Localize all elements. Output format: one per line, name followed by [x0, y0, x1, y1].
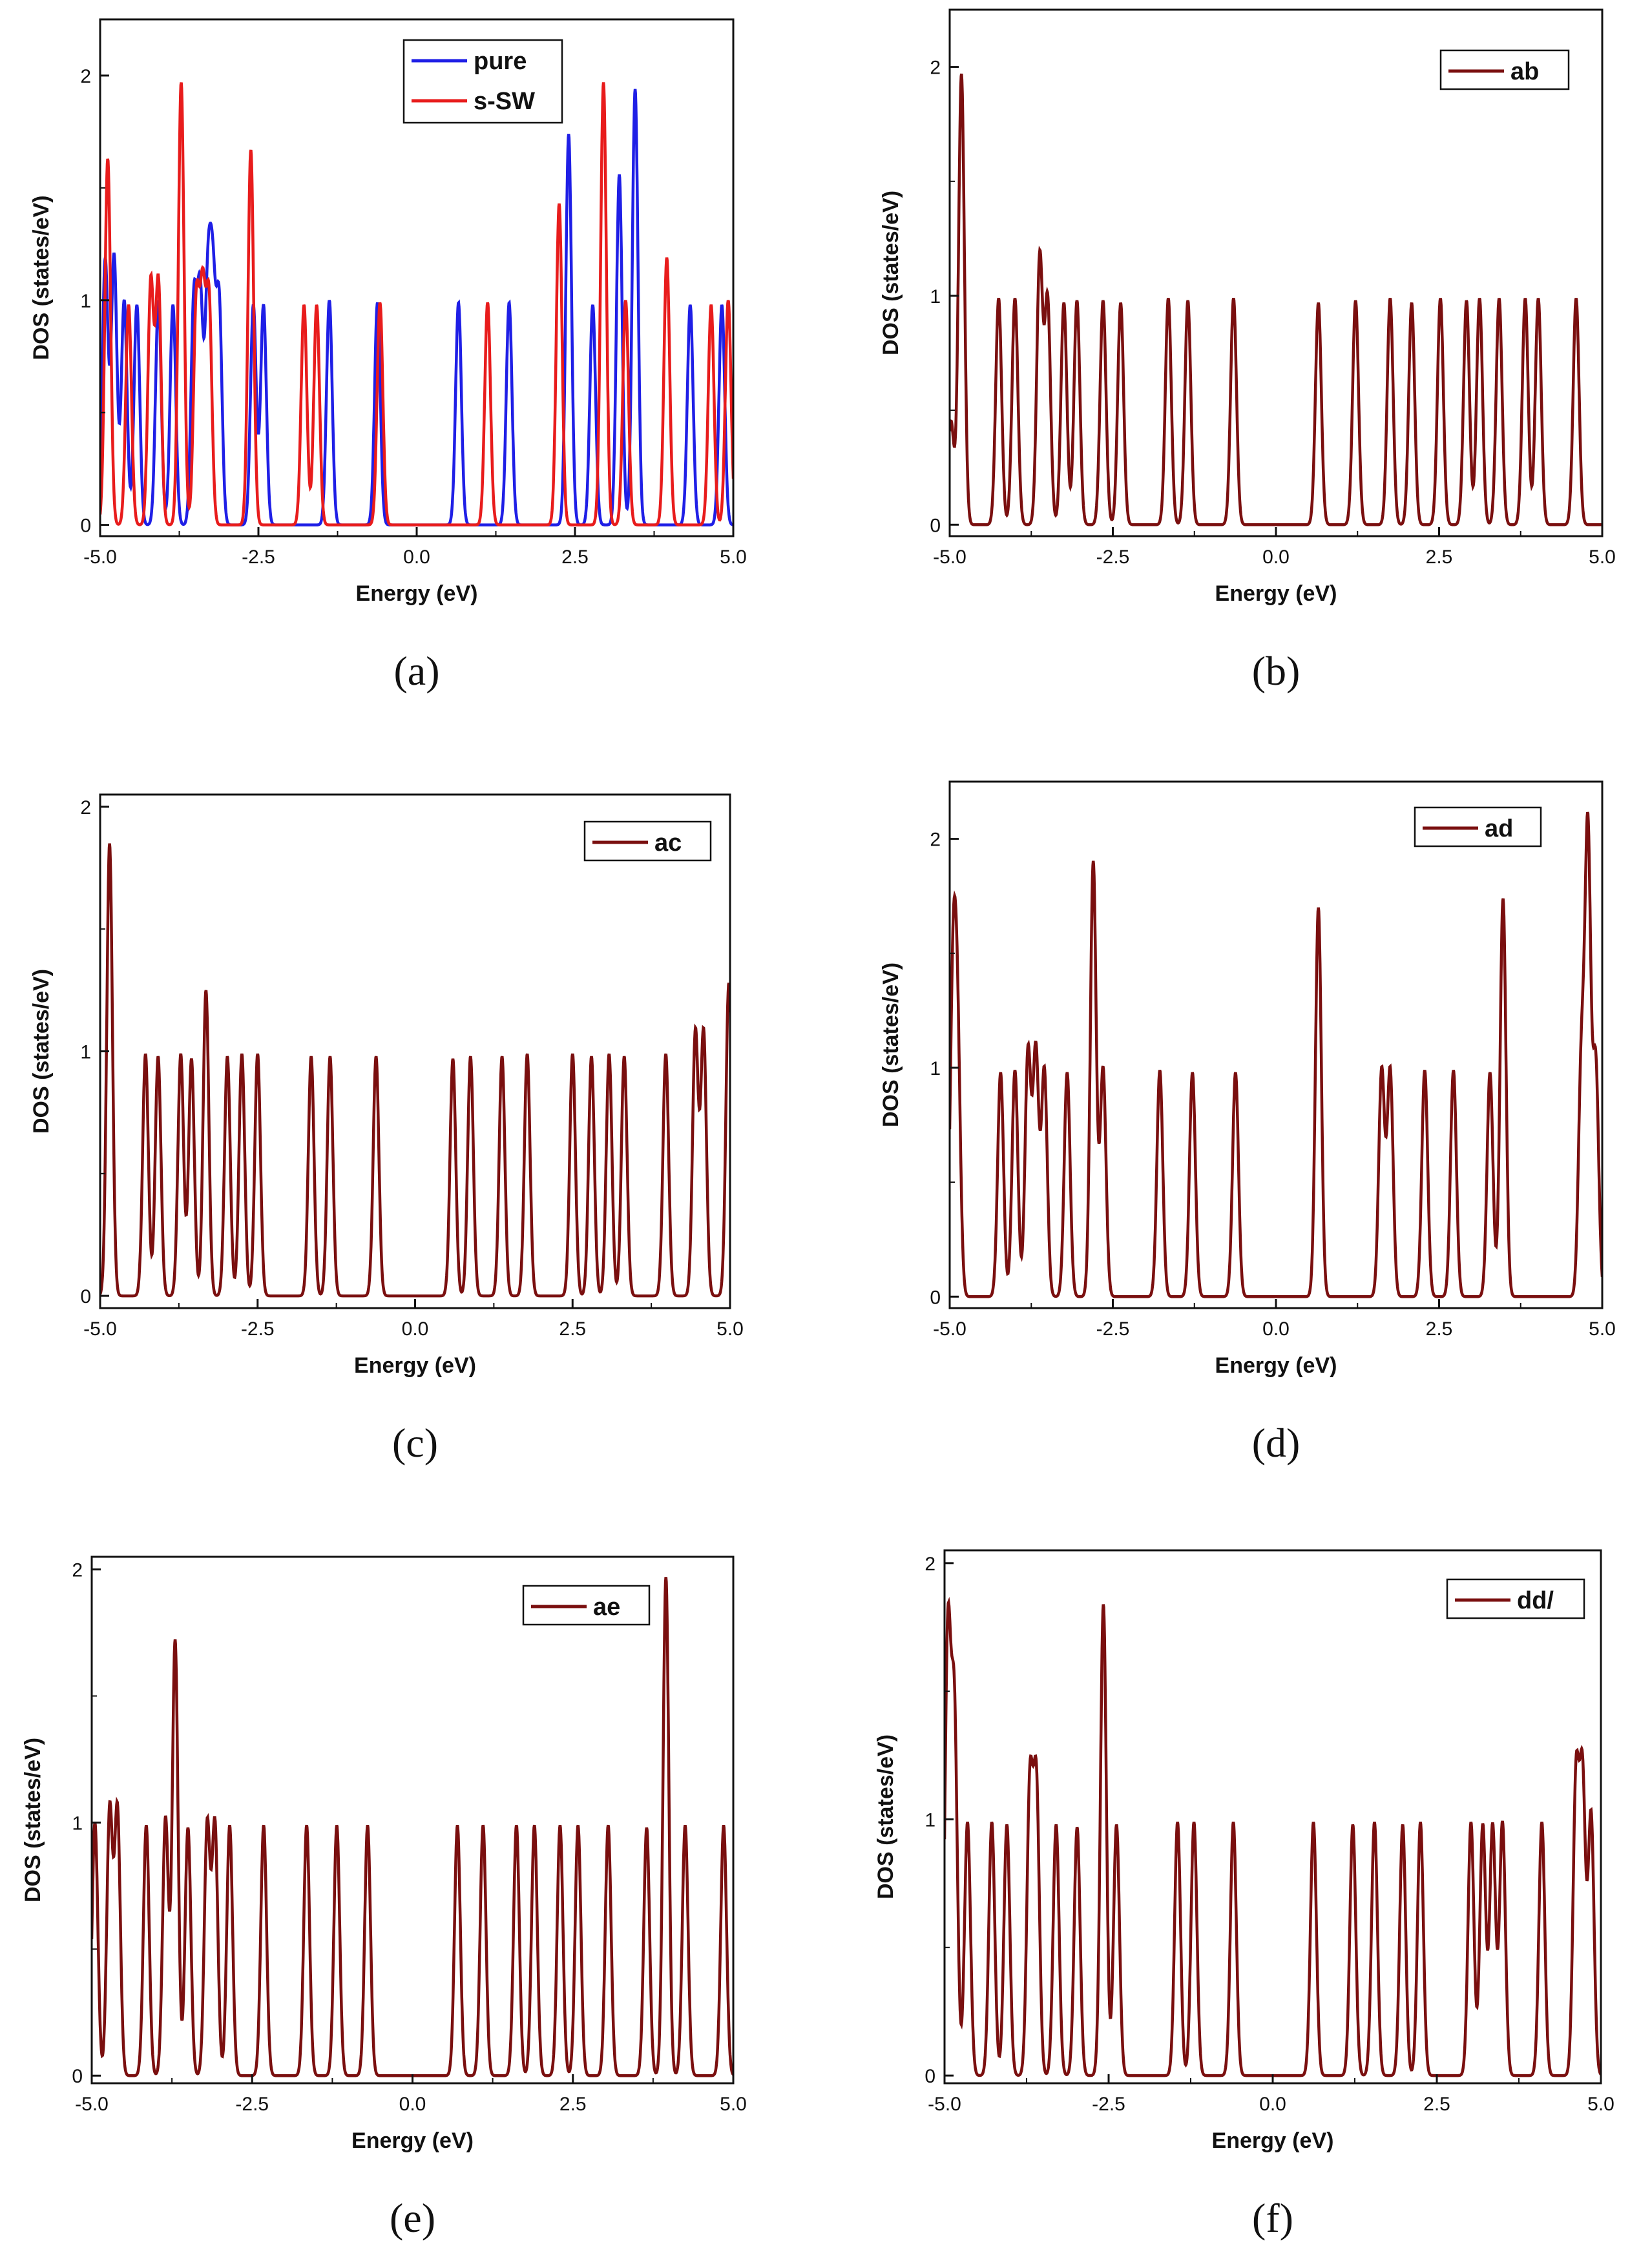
y-tick-label: 2 [80, 797, 91, 818]
legend-label: ac [654, 829, 682, 857]
plot-frame [90, 1555, 735, 2085]
legend-label: pure [474, 48, 527, 75]
x-axis-label: Energy (eV) [356, 581, 478, 606]
y-axis-label: DOS (states/eV) [29, 195, 54, 360]
y-axis-label: DOS (states/eV) [21, 1738, 45, 1902]
x-tick-label: -5.0 [933, 546, 967, 568]
legend: dd/ [1446, 1578, 1585, 1619]
y-tick-label: 1 [930, 286, 941, 307]
y-axis-label: DOS (states/eV) [873, 1734, 898, 1899]
legend-box [402, 39, 563, 124]
chart-panel-d: -5.0 -2.5 0.0 2.5 5.0 0 1 2 Energy (eV) DOS (stat… [879, 780, 1616, 1466]
legend-label: s-SW [474, 88, 535, 115]
series-line-ae [92, 1577, 733, 2077]
panel-label: (b) [1252, 648, 1301, 694]
series-line-ac [100, 843, 730, 1298]
x-tick-label: 0.0 [1259, 2094, 1286, 2115]
y-tick-label: 0 [80, 1286, 91, 1307]
x-tick-label: 5.0 [716, 1318, 744, 1340]
x-axis-label: Energy (eV) [354, 1353, 476, 1378]
panel-label: (c) [392, 1420, 438, 1466]
series-line-ad [950, 811, 1602, 1298]
legend-label: ad [1485, 815, 1513, 842]
chart-panel-b: -5.0 -2.5 0.0 2.5 5.0 0 1 2 Energy (eV) DOS (stat… [879, 8, 1616, 694]
x-tick-label: 5.0 [1589, 546, 1616, 568]
x-axis-label: Energy (eV) [351, 2128, 474, 2153]
x-tick-label: 5.0 [1587, 2094, 1614, 2115]
panel-label: (f) [1252, 2195, 1293, 2241]
x-tick-label: -2.5 [1096, 546, 1130, 568]
y-tick-label: 0 [925, 2066, 935, 2087]
panel-label: (a) [393, 648, 439, 694]
x-tick-label: 5.0 [1589, 1318, 1616, 1340]
x-tick-label: -5.0 [83, 546, 117, 568]
chart-panel-e: -5.0 -2.5 0.0 2.5 5.0 0 1 2 Energy (eV) DOS (stat… [21, 1555, 747, 2241]
legend: ae [522, 1585, 651, 1626]
x-tick-label: 5.0 [720, 2094, 747, 2115]
y-tick-label: 2 [925, 1554, 935, 1575]
y-tick-label: 2 [930, 829, 941, 851]
y-tick-label: 1 [72, 1813, 83, 1834]
legend: ac [583, 820, 712, 862]
x-tick-label: 2.5 [1426, 1318, 1453, 1340]
x-tick-label: 2.5 [561, 546, 589, 568]
x-tick-label: -2.5 [1096, 1318, 1130, 1340]
y-tick-label: 2 [930, 57, 941, 79]
x-tick-label: 2.5 [1426, 546, 1453, 568]
y-axis-label: DOS (states/eV) [879, 191, 903, 355]
y-tick-label: 0 [80, 515, 91, 537]
y-tick-label: 0 [72, 2066, 83, 2087]
series-line-dd [945, 1596, 1601, 2077]
x-tick-label: 0.0 [1262, 546, 1290, 568]
chart-panel-a: -5.0 -2.5 0.0 2.5 5.0 0 1 2 Energy (eV) DOS (stat… [29, 18, 747, 694]
legend-label: ae [593, 1594, 620, 1621]
x-tick-label: 2.5 [559, 2094, 587, 2115]
x-tick-label: 0.0 [1262, 1318, 1290, 1340]
x-tick-label: -2.5 [242, 546, 275, 568]
x-tick-label: -2.5 [1092, 2094, 1125, 2115]
x-tick-label: -5.0 [933, 1318, 967, 1340]
y-tick-label: 1 [930, 1058, 941, 1079]
y-tick-label: 2 [80, 66, 91, 87]
x-tick-label: -5.0 [928, 2094, 961, 2115]
x-tick-label: -5.0 [83, 1318, 117, 1340]
x-tick-label: 2.5 [559, 1318, 586, 1340]
y-tick-label: 1 [925, 1809, 935, 1831]
x-tick-label: -5.0 [75, 2094, 109, 2115]
plot-frame [943, 1549, 1602, 2085]
legend: ad [1414, 806, 1542, 848]
series-line-ab [950, 73, 1602, 526]
x-tick-label: 0.0 [402, 1318, 429, 1340]
x-axis-label: Energy (eV) [1215, 1353, 1337, 1378]
chart-panel-f: -5.0 -2.5 0.0 2.5 5.0 0 1 2 Energy (eV) DOS (stat… [873, 1549, 1614, 2241]
x-axis-label: Energy (eV) [1215, 581, 1337, 606]
legend-label: dd/ [1517, 1587, 1554, 1614]
y-axis-label: DOS (states/eV) [29, 969, 54, 1134]
y-axis-label: DOS (states/eV) [879, 962, 903, 1127]
y-tick-label: 0 [930, 515, 941, 536]
legend-label: ab [1510, 58, 1539, 85]
x-tick-label: -2.5 [235, 2094, 269, 2115]
legend: pure s-SW [402, 39, 563, 124]
x-tick-label: 0.0 [399, 2094, 426, 2115]
x-axis-label: Energy (eV) [1212, 2128, 1334, 2153]
series-line-sSW [100, 82, 733, 526]
x-tick-label: 0.0 [403, 546, 430, 568]
x-tick-label: 2.5 [1423, 2094, 1450, 2115]
y-tick-label: 1 [80, 291, 91, 312]
legend: ab [1439, 49, 1570, 90]
y-tick-label: 1 [80, 1042, 91, 1063]
chart-panel-c: -5.0 -2.5 0.0 2.5 5.0 0 1 2 Energy (eV) DOS (stat… [29, 793, 744, 1466]
y-tick-label: 0 [930, 1287, 941, 1308]
panel-label: (e) [390, 2195, 435, 2241]
x-tick-label: 5.0 [720, 546, 747, 568]
x-tick-label: -2.5 [241, 1318, 275, 1340]
panel-label: (d) [1252, 1420, 1301, 1466]
y-tick-label: 2 [72, 1560, 83, 1581]
